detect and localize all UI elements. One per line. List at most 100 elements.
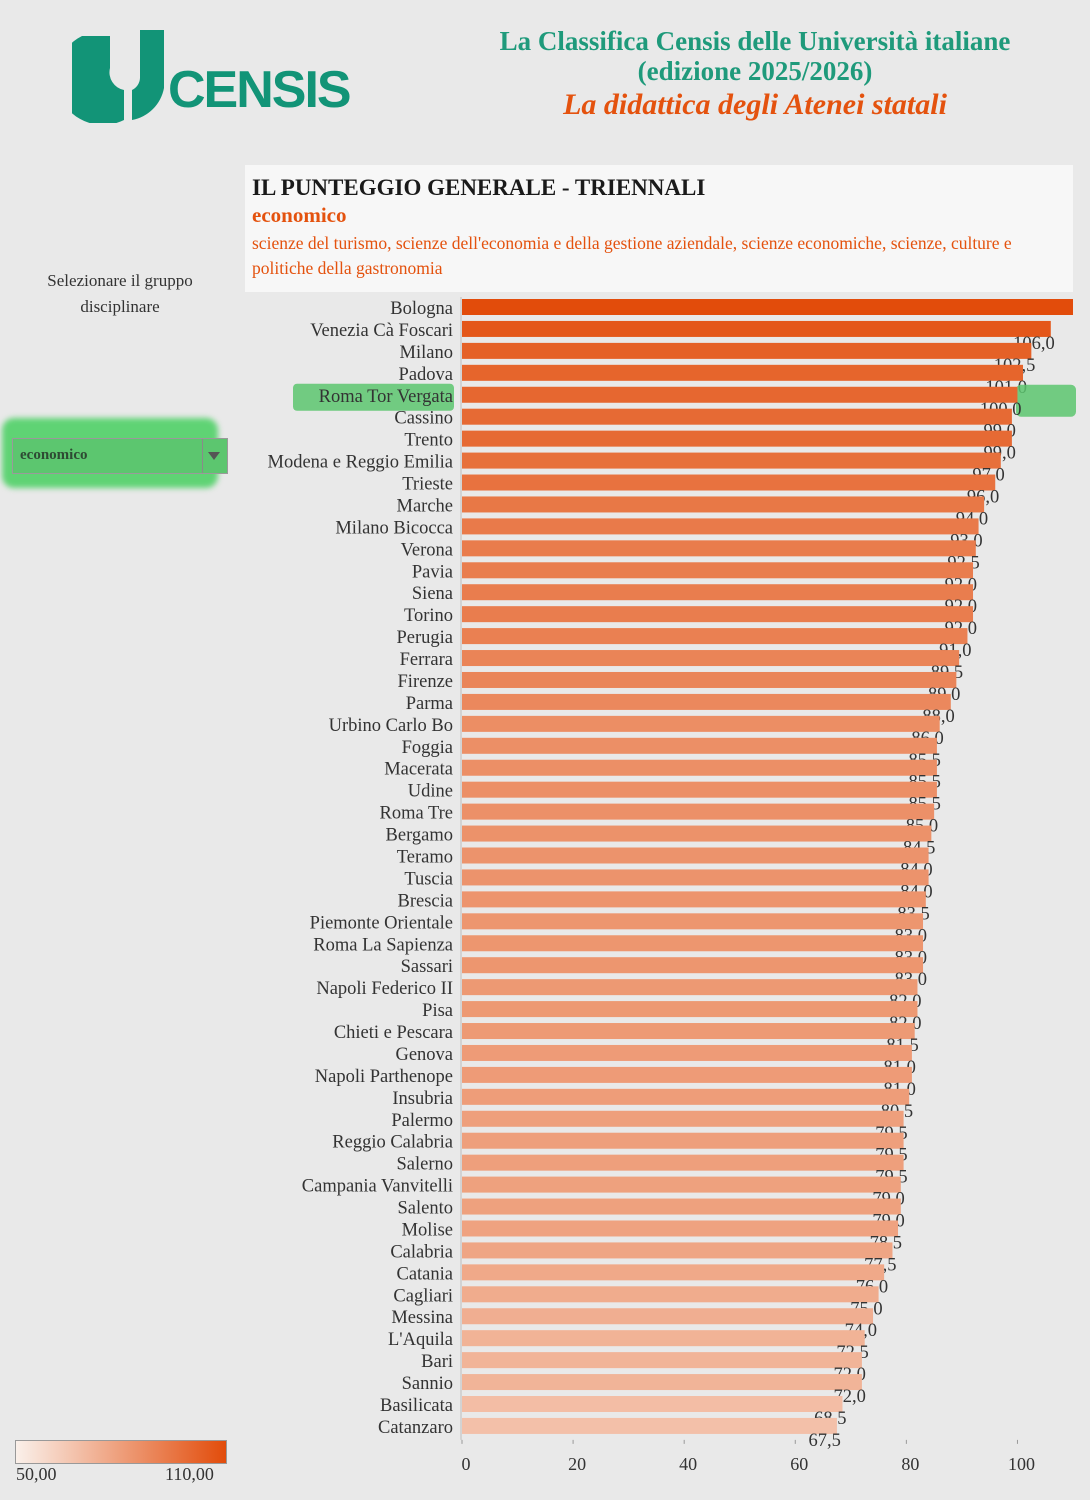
bar [462, 1066, 912, 1083]
category-label: Salento [398, 1199, 454, 1219]
bar [462, 913, 924, 930]
bar [462, 1132, 904, 1149]
category-label: Sassari [401, 957, 453, 977]
bar [462, 496, 985, 513]
dropdown-button[interactable] [202, 439, 227, 473]
category-label: Milano Bicocca [335, 518, 453, 538]
bar [462, 1417, 837, 1434]
category-label: Cassino [394, 409, 453, 429]
category-label: Campania Vanvitelli [302, 1177, 453, 1197]
bar [462, 474, 996, 491]
category-label: Venezia Cà Foscari [310, 321, 453, 341]
category-label: Palermo [391, 1111, 453, 1131]
bar [462, 935, 924, 952]
bar [462, 1264, 885, 1281]
bar [462, 408, 1012, 425]
title-line-2: (edizione 2025/2026) [637, 56, 873, 86]
category-label: Siena [412, 584, 453, 604]
x-tick-label: 80 [901, 1454, 919, 1474]
legend-min-label: 50,00 [16, 1464, 57, 1484]
category-label: Salerno [396, 1155, 453, 1175]
bar [462, 364, 1024, 381]
category-label: Cagliari [393, 1286, 453, 1306]
bar [462, 979, 918, 996]
page-title: La Classifica Censis delle Università it… [440, 26, 1070, 124]
bar [462, 1154, 904, 1171]
highlight-category-marker [293, 383, 454, 411]
chart-title: IL PUNTEGGIO GENERALE - TRIENNALI [252, 175, 706, 200]
category-label: Bologna [390, 299, 453, 319]
bar [462, 803, 935, 820]
bar [462, 1330, 865, 1347]
selector-label: Selezionare il gruppo disciplinare [47, 271, 193, 316]
bar [462, 1176, 901, 1193]
category-label: Parma [406, 694, 453, 714]
category-label: Calabria [390, 1242, 453, 1262]
category-label: Chieti e Pescara [334, 1023, 453, 1043]
bar [462, 781, 937, 798]
highlight-value-marker [1016, 384, 1076, 417]
category-label: Messina [391, 1308, 453, 1328]
x-tick-label: 0 [462, 1454, 471, 1474]
censis-logo-icon [72, 30, 164, 123]
bar [462, 628, 968, 645]
bar [462, 562, 974, 579]
category-label: Tuscia [404, 869, 453, 889]
bar [462, 1088, 910, 1105]
bar [462, 584, 974, 601]
category-label: Sannio [402, 1374, 453, 1394]
bar [462, 1220, 899, 1237]
category-label: Urbino Carlo Bo [329, 716, 453, 736]
chart-group-name: economico [252, 203, 347, 227]
category-label: Torino [404, 606, 453, 626]
bar [462, 518, 979, 535]
category-label: Marche [397, 496, 454, 516]
category-label: Pavia [412, 562, 453, 582]
brand-name: CENSIS [168, 61, 352, 119]
value-label: 67,5 [809, 1431, 841, 1451]
bar [462, 1023, 915, 1040]
bar [462, 1198, 901, 1215]
category-label: Piemonte Orientale [310, 913, 453, 933]
color-legend-gradient [15, 1440, 227, 1464]
category-label: Brescia [398, 891, 453, 911]
category-label: L'Aquila [388, 1330, 453, 1350]
group-select-value: economico [20, 447, 88, 463]
category-label: Perugia [396, 628, 453, 648]
category-label: Reggio Calabria [332, 1133, 453, 1153]
bar [462, 1001, 918, 1018]
category-label: Trieste [402, 475, 453, 495]
title-line-1: La Classifica Censis delle Università it… [499, 26, 1011, 56]
x-tick-label: 60 [790, 1454, 808, 1474]
category-label: Basilicata [380, 1396, 453, 1416]
bar [462, 847, 929, 864]
category-label: Bergamo [386, 826, 453, 846]
category-label: Catania [396, 1264, 453, 1284]
category-label: Catanzaro [378, 1418, 453, 1438]
x-tick-label: 40 [679, 1454, 697, 1474]
bar [462, 671, 957, 688]
bar [462, 320, 1051, 337]
bar [462, 650, 960, 667]
category-label: Bari [421, 1352, 453, 1372]
group-select[interactable]: economico [12, 438, 228, 474]
x-tick-label: 100 [1008, 1454, 1035, 1474]
category-label: Pisa [422, 1001, 453, 1021]
category-label: Padova [399, 365, 453, 385]
bar [462, 759, 937, 776]
bar [462, 606, 974, 623]
category-label: Roma Tor Vergata [319, 387, 453, 407]
bar [462, 452, 1001, 469]
bar [462, 1352, 862, 1369]
category-label: Teramo [397, 848, 453, 868]
bar [462, 299, 1073, 315]
category-label: Verona [401, 540, 453, 560]
category-label: Napoli Parthenope [315, 1067, 453, 1087]
bar [462, 693, 951, 710]
category-label: Foggia [402, 738, 453, 758]
bar [462, 386, 1018, 403]
bar [462, 1242, 893, 1259]
bar [462, 869, 929, 886]
bar [462, 1396, 843, 1412]
chevron-down-icon [208, 452, 220, 460]
